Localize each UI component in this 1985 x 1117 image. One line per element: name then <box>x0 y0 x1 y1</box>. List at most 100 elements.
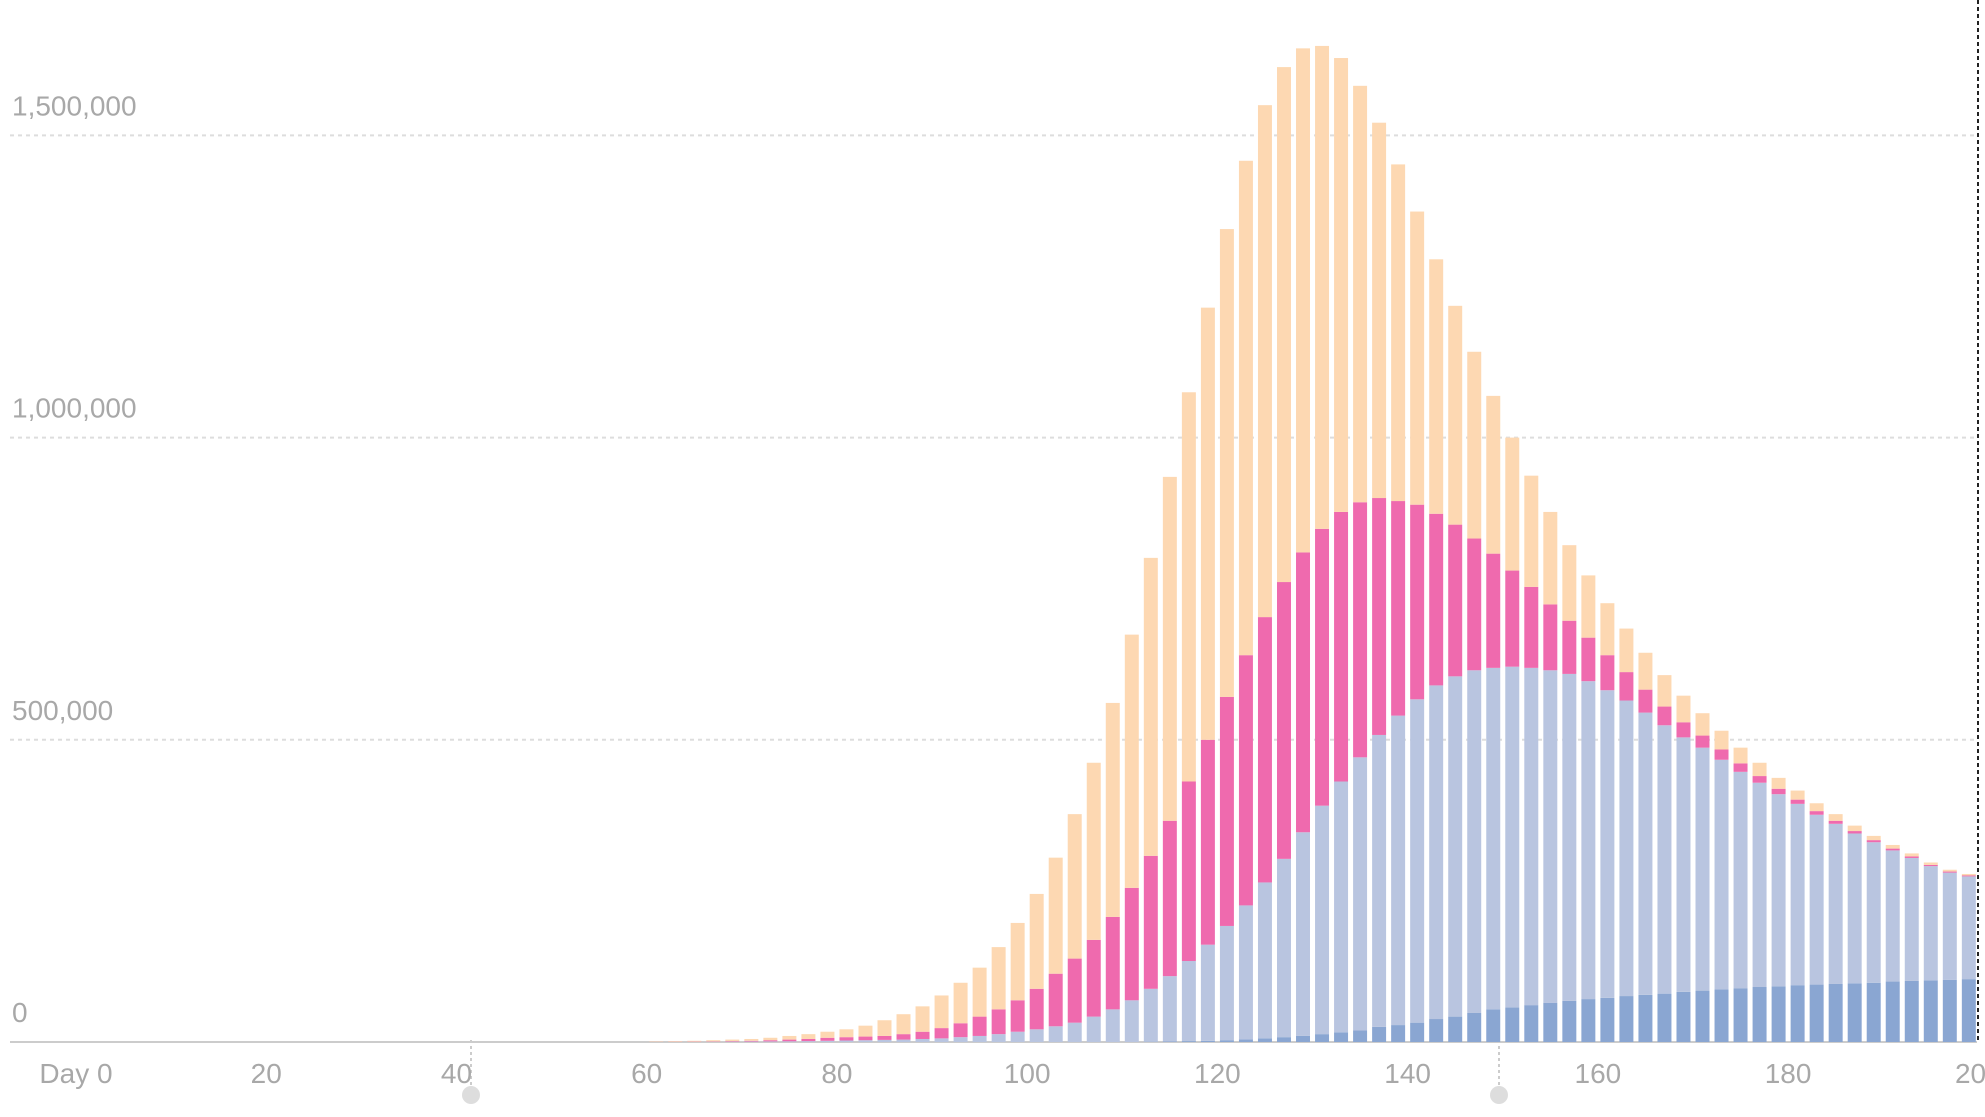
event-marker[interactable] <box>462 1086 480 1104</box>
bar-segment <box>1086 939 1101 1017</box>
x-tick-label: 200 <box>1955 1058 1985 1089</box>
bar-segment <box>725 1041 740 1042</box>
bar-segment <box>991 947 1006 1010</box>
bar-segment <box>953 982 968 1024</box>
bar-segment <box>1904 853 1919 857</box>
event-marker[interactable] <box>1490 1086 1508 1104</box>
y-tick-label: 500,000 <box>12 695 113 726</box>
bar-segment <box>1619 700 1634 997</box>
bar-segment <box>1086 1016 1101 1042</box>
bar-segment <box>877 1039 892 1042</box>
bar-segment <box>991 1009 1006 1035</box>
bar-segment <box>1619 996 1634 1042</box>
bar-segment <box>1809 803 1824 812</box>
bar-segment <box>839 1037 854 1041</box>
bar-segment <box>858 1040 873 1042</box>
bar-segment <box>1219 229 1234 697</box>
bar-segment <box>1143 557 1158 856</box>
bar-segment <box>1676 722 1691 738</box>
bar-segment <box>1885 848 1900 851</box>
bar-segment <box>934 1028 949 1039</box>
bar-segment <box>1714 749 1729 760</box>
bar-segment <box>1410 699 1425 1023</box>
bar-segment <box>1562 1000 1577 1042</box>
bar-segment <box>1486 395 1501 554</box>
bar-segment <box>1505 666 1520 1008</box>
x-tick-label: 160 <box>1575 1058 1622 1089</box>
bar-segment <box>1219 1040 1234 1042</box>
bar-segment <box>1257 1038 1272 1042</box>
bar-segment <box>1543 670 1558 1003</box>
bar-segment <box>972 1016 987 1036</box>
bar-segment <box>953 1037 968 1042</box>
bar-segment <box>1353 502 1368 758</box>
bar-segment <box>1429 513 1444 686</box>
bar-segment <box>1771 794 1786 987</box>
bar-segment <box>1809 814 1824 985</box>
bar-segment <box>915 1006 930 1032</box>
bar-segment <box>687 1040 702 1042</box>
bar-segment <box>1429 685 1444 1020</box>
bar-segment <box>1581 681 1596 1000</box>
bar-segment <box>877 1020 892 1036</box>
x-tick-label: 100 <box>1004 1058 1051 1089</box>
bar-segment <box>1885 844 1900 849</box>
x-tick-label: 80 <box>821 1058 852 1089</box>
bar-segment <box>1904 980 1919 1042</box>
bar-segment <box>1067 814 1082 959</box>
bar-segment <box>1219 696 1234 926</box>
bar-segment <box>1257 617 1272 883</box>
bar-segment <box>1733 771 1748 989</box>
bar-segment <box>1961 979 1976 1042</box>
bar-segment <box>934 995 949 1029</box>
bar-segment <box>1029 893 1044 989</box>
bar-segment <box>1429 1019 1444 1042</box>
bar-segment <box>1733 763 1748 772</box>
bar-segment <box>1410 1022 1425 1042</box>
bar-segment <box>1200 1040 1215 1042</box>
bar-segment <box>1372 1026 1387 1042</box>
bar-segment <box>706 1040 721 1042</box>
bar-segment <box>1429 259 1444 514</box>
bar-segment <box>1067 1022 1082 1042</box>
bar-segment <box>1885 850 1900 982</box>
bar-segment <box>1866 982 1881 1042</box>
bar-segment <box>1942 872 1957 980</box>
bar-segment <box>1676 695 1691 723</box>
bar-segment <box>1638 652 1653 690</box>
bar-segment <box>1315 45 1330 529</box>
bar-segment <box>1695 713 1710 736</box>
bar-segment <box>801 1041 816 1042</box>
bar-segment <box>1486 667 1501 1010</box>
bar-segment <box>1581 575 1596 638</box>
bar-segment <box>1315 805 1330 1035</box>
bar-segment <box>1809 984 1824 1042</box>
bar-segment <box>991 1034 1006 1042</box>
x-tick-label: 20 <box>251 1058 282 1089</box>
bar-segment <box>1467 538 1482 671</box>
bar-segment <box>1467 1012 1482 1042</box>
bar-segment <box>1372 498 1387 735</box>
bar-segment <box>1657 675 1672 707</box>
bar-segment <box>1714 730 1729 750</box>
bar-segment <box>896 1039 911 1042</box>
bar-segment <box>1904 857 1919 981</box>
bar-segment <box>1391 164 1406 502</box>
bar-segment <box>1143 855 1158 989</box>
bar-segment <box>1410 504 1425 700</box>
bar-segment <box>1676 737 1691 992</box>
bar-segment <box>1752 776 1767 783</box>
bar-segment <box>782 1041 797 1042</box>
bar-segment <box>877 1035 892 1040</box>
bar-segment <box>1162 976 1177 1042</box>
bar-segment <box>1771 986 1786 1042</box>
bar-segment <box>1600 655 1615 691</box>
x-tick-label: Day 0 <box>39 1058 112 1089</box>
bar-segment <box>1600 997 1615 1042</box>
bar-segment <box>1238 1039 1253 1042</box>
bar-segment <box>1676 991 1691 1042</box>
bar-segment <box>725 1039 740 1042</box>
bar-segment <box>668 1041 683 1042</box>
bar-segment <box>1505 1007 1520 1042</box>
